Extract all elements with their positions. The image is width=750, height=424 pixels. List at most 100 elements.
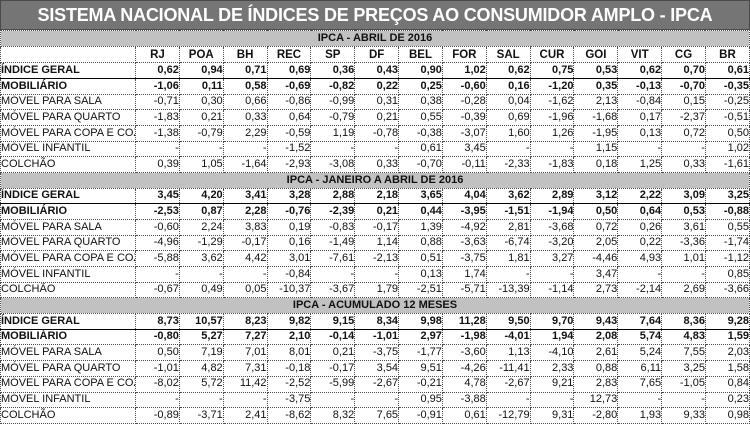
value-cell: -0,39 bbox=[441, 109, 487, 127]
table-row: COLCHÃO -0,89 -3,71 2,41 -8,62 8,32 7,65 -0,91 0… bbox=[0, 407, 750, 424]
value-cell: 7,27 bbox=[222, 328, 268, 346]
row-label: MOBILIÁRIO bbox=[0, 328, 136, 346]
value-cell: 11,28 bbox=[441, 313, 487, 330]
value-cell: -0,79 bbox=[310, 109, 356, 127]
value-cell: -0,84 bbox=[617, 93, 663, 111]
value-cell: 7,19 bbox=[178, 344, 224, 362]
value-cell: -0,11 bbox=[441, 156, 487, 174]
value-cell: -2,33 bbox=[485, 156, 531, 174]
value-cell: 0,23 bbox=[704, 391, 750, 409]
value-cell: 1,25 bbox=[617, 156, 663, 174]
row-label: MÓVEL PARA SALA bbox=[0, 93, 136, 111]
value-cell: -3,66 bbox=[704, 281, 750, 299]
value-cell: 0,61 bbox=[441, 407, 487, 424]
table-row: MÓVEL PARA QUARTO -1,83 0,21 0,33 0,64 -0,79 0… bbox=[0, 109, 750, 127]
value-cell: 0,50 bbox=[135, 344, 180, 362]
value-cell: 0,94 bbox=[178, 62, 224, 80]
value-cell: -8,62 bbox=[266, 407, 312, 424]
value-cell: 0,53 bbox=[573, 62, 619, 80]
value-cell: 0,50 bbox=[573, 203, 619, 221]
value-cell: 1,01 bbox=[661, 250, 706, 268]
value-cell: -0,18 bbox=[266, 360, 312, 377]
column-header-rj: RJ bbox=[135, 45, 180, 64]
value-cell: -3,88 bbox=[441, 391, 487, 409]
table-row: ÍNDICE GERAL 0,62 0,94 0,71 0,69 0,36 0,43 0,90… bbox=[0, 62, 750, 80]
value-cell: -2,93 bbox=[266, 156, 312, 174]
row-label: COLCHÃO bbox=[0, 156, 136, 174]
value-cell: -0,60 bbox=[441, 78, 487, 95]
value-cell: -4,01 bbox=[485, 328, 531, 346]
value-cell: 2,97 bbox=[398, 328, 443, 346]
value-cell: -1,77 bbox=[398, 344, 443, 362]
value-cell: 7,31 bbox=[222, 360, 268, 377]
value-cell: 7,55 bbox=[661, 344, 706, 362]
value-cell: 1,74 bbox=[441, 266, 487, 283]
value-cell: 12,73 bbox=[573, 391, 619, 409]
table-row: COLCHÃO 0,39 1,05 -1,64 -2,93 -3,08 0,33 -0,70-… bbox=[0, 156, 750, 174]
value-cell: -1,83 bbox=[135, 109, 180, 127]
section-header-label: IPCA - ACUMULADO 12 MESES bbox=[0, 297, 750, 315]
value-cell: -4,46 bbox=[573, 250, 619, 268]
value-cell: -5,88 bbox=[135, 250, 180, 268]
value-cell: -10,37 bbox=[266, 281, 312, 299]
value-cell: 0,43 bbox=[354, 62, 400, 80]
value-cell: 0,11 bbox=[178, 78, 224, 95]
value-cell: -0,84 bbox=[266, 266, 312, 283]
value-cell: 5,24 bbox=[617, 344, 663, 362]
section-header-row: IPCA - JANEIRO A ABRIL DE 2016 bbox=[0, 172, 750, 189]
value-cell: -4,92 bbox=[441, 219, 487, 236]
value-cell: 2,18 bbox=[354, 187, 400, 205]
value-cell: 9,15 bbox=[310, 313, 356, 330]
value-cell: - bbox=[617, 266, 663, 283]
row-label: MÓVEL INFANTIL bbox=[0, 266, 136, 283]
value-cell: 0,16 bbox=[485, 78, 531, 95]
value-cell: -11,41 bbox=[485, 360, 531, 377]
value-cell: 3,54 bbox=[354, 360, 400, 377]
value-cell: 0,88 bbox=[573, 360, 619, 377]
value-cell: 7,64 bbox=[617, 313, 663, 330]
value-cell: - bbox=[310, 391, 356, 409]
value-cell: 0,05 bbox=[222, 281, 268, 299]
value-cell: 1,93 bbox=[617, 407, 663, 424]
value-cell: 2,03 bbox=[704, 344, 750, 362]
value-cell: -0,28 bbox=[441, 93, 487, 111]
value-cell: 3,62 bbox=[178, 250, 224, 268]
value-cell: -2,14 bbox=[617, 281, 663, 299]
value-cell: 1,94 bbox=[529, 328, 575, 346]
value-cell: - bbox=[222, 266, 268, 283]
value-cell: - bbox=[354, 266, 400, 283]
table-row: MÓVEL PARA SALA 0,50 7,19 7,01 8,01 0,21 -3,75… bbox=[0, 344, 750, 362]
value-cell: 0,38 bbox=[398, 93, 443, 111]
value-cell: -2,67 bbox=[354, 375, 400, 393]
value-cell: 0,64 bbox=[266, 109, 312, 127]
table-row: MÓVEL INFANTIL - - - -1,52- -0,61 3,45- -1,15- -… bbox=[0, 140, 750, 158]
row-label: ÍNDICE GERAL bbox=[0, 62, 136, 80]
value-cell: -0,21 bbox=[398, 375, 443, 393]
column-header-vit: VIT bbox=[617, 45, 663, 64]
value-cell: -1,20 bbox=[529, 78, 575, 95]
value-cell: -5,71 bbox=[441, 281, 487, 299]
value-cell: -2,13 bbox=[354, 250, 400, 268]
value-cell: 4,42 bbox=[222, 250, 268, 268]
value-cell: 10,57 bbox=[178, 313, 224, 330]
value-cell: -1,12 bbox=[704, 250, 750, 268]
value-cell: 7,65 bbox=[617, 375, 663, 393]
table-row: MÓVEL PARA QUARTO -1,01 4,82 7,31 -0,18 -0,17… bbox=[0, 360, 750, 377]
value-cell: 0,70 bbox=[661, 62, 706, 80]
row-label: MÓVEL PARA QUARTO bbox=[0, 109, 136, 127]
value-cell: 3,01 bbox=[266, 250, 312, 268]
table-row: ÍNDICE GERAL 3,45 4,20 3,41 3,28 2,88 2,18 3,65… bbox=[0, 187, 750, 205]
value-cell: -2,53 bbox=[135, 203, 180, 221]
table-row: MÓVEL PARA COPA E COZINHA-8,025,7211,42-… bbox=[0, 375, 750, 393]
value-cell: 0,33 bbox=[222, 109, 268, 127]
row-label: MOBILIÁRIO bbox=[0, 78, 136, 95]
value-cell: 0,72 bbox=[573, 219, 619, 236]
table-row: MÓVEL INFANTIL - - - -3,75- -0,95 -3,88- -12,73… bbox=[0, 391, 750, 409]
value-cell: -3,08 bbox=[310, 156, 356, 174]
value-cell: 5,27 bbox=[178, 328, 224, 346]
value-cell: -0,69 bbox=[266, 78, 312, 95]
value-cell: - bbox=[222, 391, 268, 409]
value-cell: 3,45 bbox=[135, 187, 180, 205]
value-cell: -6,74 bbox=[485, 234, 531, 252]
value-cell: -5,99 bbox=[310, 375, 356, 393]
